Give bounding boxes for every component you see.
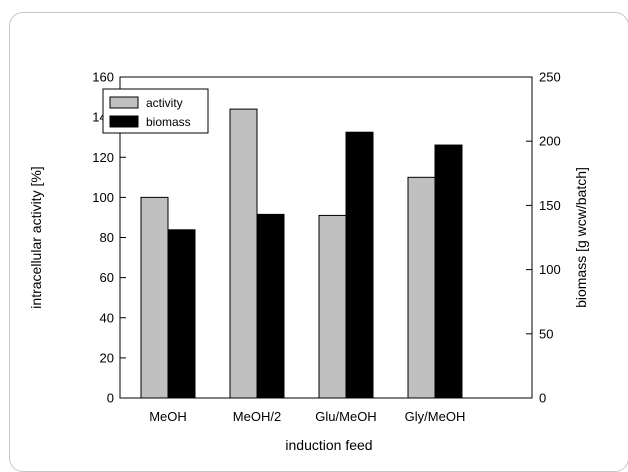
y2-tick-label: 50: [539, 326, 553, 341]
bar-activity-3: [407, 176, 436, 399]
bar-activity-1: [229, 108, 258, 399]
legend-label-activity: activity: [146, 96, 183, 110]
left-axis-ticks: 020406080100120140160: [92, 70, 126, 406]
x-tick-label: Gly/MeOH: [405, 409, 466, 424]
legend: activity biomass: [102, 88, 209, 134]
x-tick-label: MeOH: [149, 409, 187, 424]
x-axis-tick-labels: MeOH MeOH/2 Glu/MeOH Gly/MeOH: [149, 409, 465, 424]
y-tick-label: 60: [100, 270, 114, 285]
x-tick-label: Glu/MeOH: [315, 409, 376, 424]
y-tick-label: 20: [100, 350, 114, 365]
y2-tick-label: 0: [539, 391, 546, 406]
y2-tick-label: 250: [539, 70, 561, 85]
x-tick-label: MeOH/2: [233, 409, 281, 424]
y2-axis-label: biomass [g wcw/batch]: [573, 167, 589, 308]
y-axis-label: intracellular activity [%]: [28, 166, 44, 308]
y-tick-label: 40: [100, 310, 114, 325]
legend-swatch-biomass: [109, 115, 139, 128]
y-tick-label: 120: [92, 150, 114, 165]
legend-label-biomass: biomass: [146, 115, 191, 129]
bar-activity-2: [318, 214, 347, 399]
y-tick-label: 80: [100, 230, 114, 245]
bar-activity-0: [140, 196, 169, 399]
y-tick-label: 100: [92, 190, 114, 205]
bar-biomass-3: [434, 144, 463, 399]
right-axis-ticks: 0 50 100 150 200 250: [526, 70, 561, 406]
y-tick-label: 160: [92, 70, 114, 85]
x-axis-label: induction feed: [285, 437, 372, 453]
legend-swatch-activity: [109, 96, 139, 109]
y2-tick-label: 150: [539, 198, 561, 213]
y2-tick-label: 200: [539, 134, 561, 149]
bars-layer: [140, 108, 463, 399]
bar-biomass-0: [167, 229, 196, 399]
bar-biomass-2: [345, 131, 374, 399]
y2-tick-label: 100: [539, 262, 561, 277]
y-tick-label: 0: [107, 391, 114, 406]
bar-biomass-1: [256, 213, 285, 399]
